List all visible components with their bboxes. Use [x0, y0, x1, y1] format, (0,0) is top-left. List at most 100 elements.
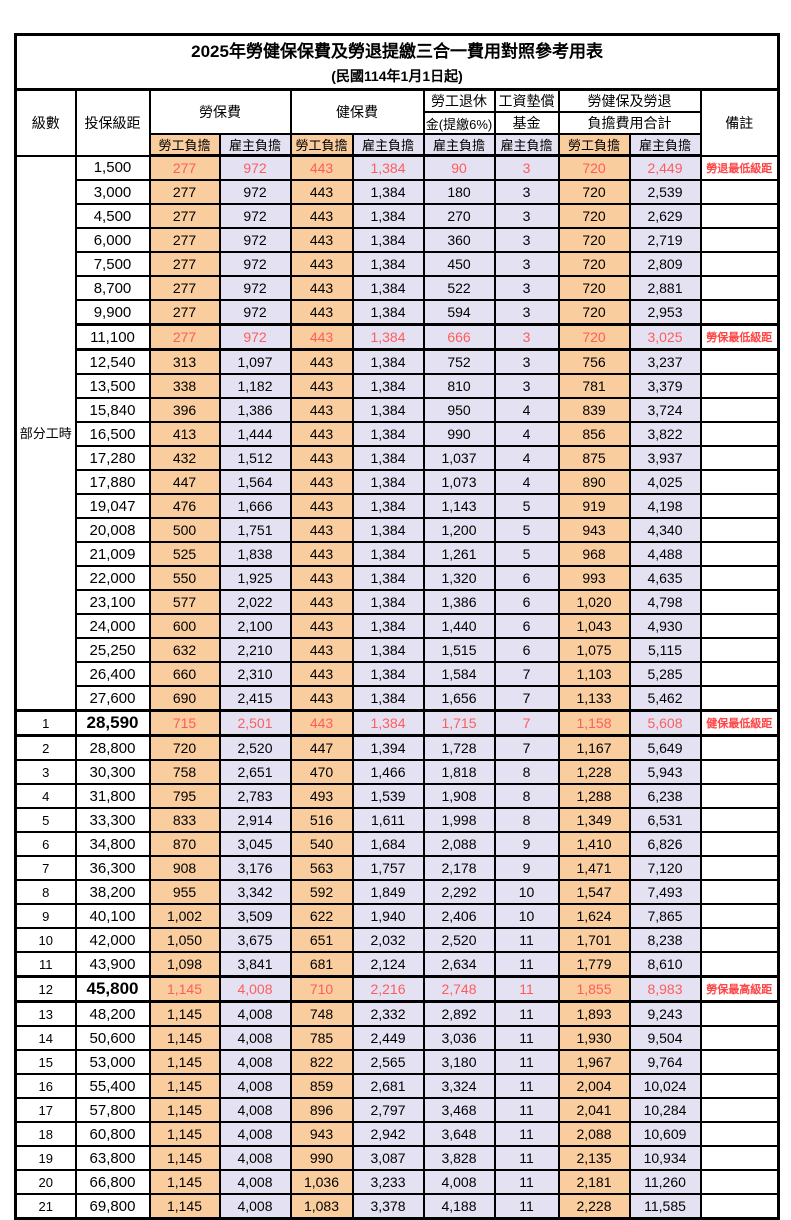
labor-employer-cell: 4,008: [218, 1073, 292, 1099]
remark-cell: [699, 421, 780, 447]
wage-fund-employer-cell: 11: [493, 1049, 560, 1075]
labor-employee-cell: 338: [148, 373, 221, 399]
wage-fund-employer-cell: 3: [493, 251, 560, 277]
wage-fund-employer-cell: 4: [493, 469, 560, 495]
bracket-cell: 43,900: [74, 951, 151, 978]
labor-employer-cell: 2,210: [218, 637, 292, 663]
remark-cell: [699, 1049, 780, 1075]
total-employer-cell: 2,809: [628, 251, 702, 277]
total-employer-cell: 5,462: [628, 685, 702, 712]
wage-fund-employer-cell: 11: [493, 1145, 560, 1171]
table-row: 4 31,800 795 2,783 493 1,539 1,908 8 1,288 6,238: [14, 783, 780, 809]
total-employer-cell: 4,025: [628, 469, 702, 495]
labor-employer-cell: 972: [218, 299, 292, 326]
bracket-cell: 55,400: [74, 1073, 151, 1099]
labor-employer-cell: 972: [218, 154, 292, 181]
health-employer-cell: 1,384: [351, 373, 425, 399]
health-employee-cell: 443: [289, 397, 354, 423]
labor-employee-cell: 758: [148, 759, 221, 785]
total-employer-cell: 4,488: [628, 541, 702, 567]
title-row: 2025年勞健保保費及勞退提繳三合一費用對照參考用表 (民國114年1月1日起): [14, 33, 780, 91]
col-header-pension-line2: 金(提繳6%): [422, 111, 496, 135]
remark-cell: [699, 879, 780, 905]
health-employee-cell: 443: [289, 154, 354, 181]
health-employee-cell: 443: [289, 661, 354, 687]
table-row: 1 28,590 715 2,501 443 1,384 1,715 7 1,158 5,608 健…: [14, 709, 780, 737]
total-employer-cell: 2,449: [628, 154, 702, 181]
pension-employer-cell: 1,143: [422, 493, 496, 519]
level-cell: 10: [14, 927, 77, 953]
table-row: 9,900 277 972 443 1,384 594 3 720 2,953: [16, 299, 780, 326]
labor-employee-cell: 413: [148, 421, 221, 447]
pension-employer-cell: 1,261: [422, 541, 496, 567]
bracket-cell: 53,000: [74, 1049, 151, 1075]
labor-employer-cell: 3,045: [218, 831, 292, 857]
total-employee-cell: 1,020: [557, 589, 631, 615]
wage-fund-employer-cell: 3: [493, 373, 560, 399]
remark-cell: [699, 1025, 780, 1051]
wage-fund-employer-cell: 6: [493, 589, 560, 615]
title-block: 2025年勞健保保費及勞退提繳三合一費用對照參考用表 (民國114年1月1日起): [14, 33, 780, 91]
health-employer-cell: 2,942: [351, 1121, 425, 1147]
total-employer-cell: 5,115: [628, 637, 702, 663]
labor-employee-cell: 277: [148, 154, 221, 181]
level-cell: 9: [14, 903, 77, 929]
health-employer-cell: 1,539: [351, 783, 425, 809]
labor-employee-cell: 795: [148, 783, 221, 809]
table-row: 24,000 600 2,100 443 1,384 1,440 6 1,043 4,930: [16, 613, 780, 639]
remark-cell: [699, 565, 780, 591]
table-row: 3 30,300 758 2,651 470 1,466 1,818 8 1,228 5,943: [14, 759, 780, 785]
total-employer-cell: 3,379: [628, 373, 702, 399]
bracket-cell: 20,008: [74, 517, 151, 543]
health-employee-cell: 592: [289, 879, 354, 905]
health-employer-cell: 1,384: [351, 661, 425, 687]
total-employer-cell: 5,608: [628, 709, 702, 737]
remark-cell: [699, 299, 780, 326]
bracket-cell: 38,200: [74, 879, 151, 905]
health-employer-cell: 1,384: [351, 251, 425, 277]
table-row: 7 36,300 908 3,176 563 1,757 2,178 9 1,471 7,120: [14, 855, 780, 881]
bracket-cell: 26,400: [74, 661, 151, 687]
col-header-wage-fund-line1: 工資墊償: [493, 88, 560, 113]
health-employee-cell: 748: [289, 1000, 354, 1027]
health-employee-cell: 443: [289, 299, 354, 326]
wage-fund-employer-cell: 4: [493, 445, 560, 471]
wage-fund-employer-cell: 6: [493, 565, 560, 591]
labor-employee-cell: 833: [148, 807, 221, 833]
health-employer-cell: 1,757: [351, 855, 425, 881]
total-employee-cell: 1,075: [557, 637, 631, 663]
table-row: 20 66,800 1,145 4,008 1,036 3,233 4,008 11 2,181…: [14, 1169, 780, 1195]
health-employer-cell: 1,466: [351, 759, 425, 785]
table-row: 14 50,600 1,145 4,008 785 2,449 3,036 11 1,930 9,…: [14, 1025, 780, 1051]
level-cell: 20: [14, 1169, 77, 1195]
remark-cell: [699, 397, 780, 423]
table-row: 18 60,800 1,145 4,008 943 2,942 3,648 11 2,088 10…: [14, 1121, 780, 1147]
total-employer-cell: 2,539: [628, 179, 702, 205]
health-employer-cell: 1,384: [351, 299, 425, 326]
total-employer-cell: 4,635: [628, 565, 702, 591]
total-employer-cell: 8,238: [628, 927, 702, 953]
labor-employee-cell: 632: [148, 637, 221, 663]
total-employer-cell: 9,504: [628, 1025, 702, 1051]
labor-employee-cell: 550: [148, 565, 221, 591]
remark-cell: [699, 1169, 780, 1195]
remark-cell: [699, 613, 780, 639]
health-employer-cell: 1,940: [351, 903, 425, 929]
health-employer-cell: 1,384: [351, 613, 425, 639]
pension-employer-cell: 950: [422, 397, 496, 423]
pension-employer-cell: 1,440: [422, 613, 496, 639]
wage-fund-employer-cell: 8: [493, 759, 560, 785]
health-employer-cell: 1,394: [351, 734, 425, 761]
table-row: 19,047 476 1,666 443 1,384 1,143 5 919 4,198: [16, 493, 780, 519]
level-cell: 18: [14, 1121, 77, 1147]
wage-fund-employer-cell: 11: [493, 1169, 560, 1195]
health-employee-cell: 443: [289, 373, 354, 399]
pension-employer-cell: 1,656: [422, 685, 496, 712]
labor-employer-cell: 2,415: [218, 685, 292, 712]
table-row: 4,500 277 972 443 1,384 270 3 720 2,629: [16, 203, 780, 229]
total-employer-cell: 5,943: [628, 759, 702, 785]
table-row: 10 42,000 1,050 3,675 651 2,032 2,520 11 1,701 8,…: [14, 927, 780, 953]
remark-cell: [699, 275, 780, 301]
labor-employer-cell: 2,651: [218, 759, 292, 785]
remark-cell: [699, 759, 780, 785]
